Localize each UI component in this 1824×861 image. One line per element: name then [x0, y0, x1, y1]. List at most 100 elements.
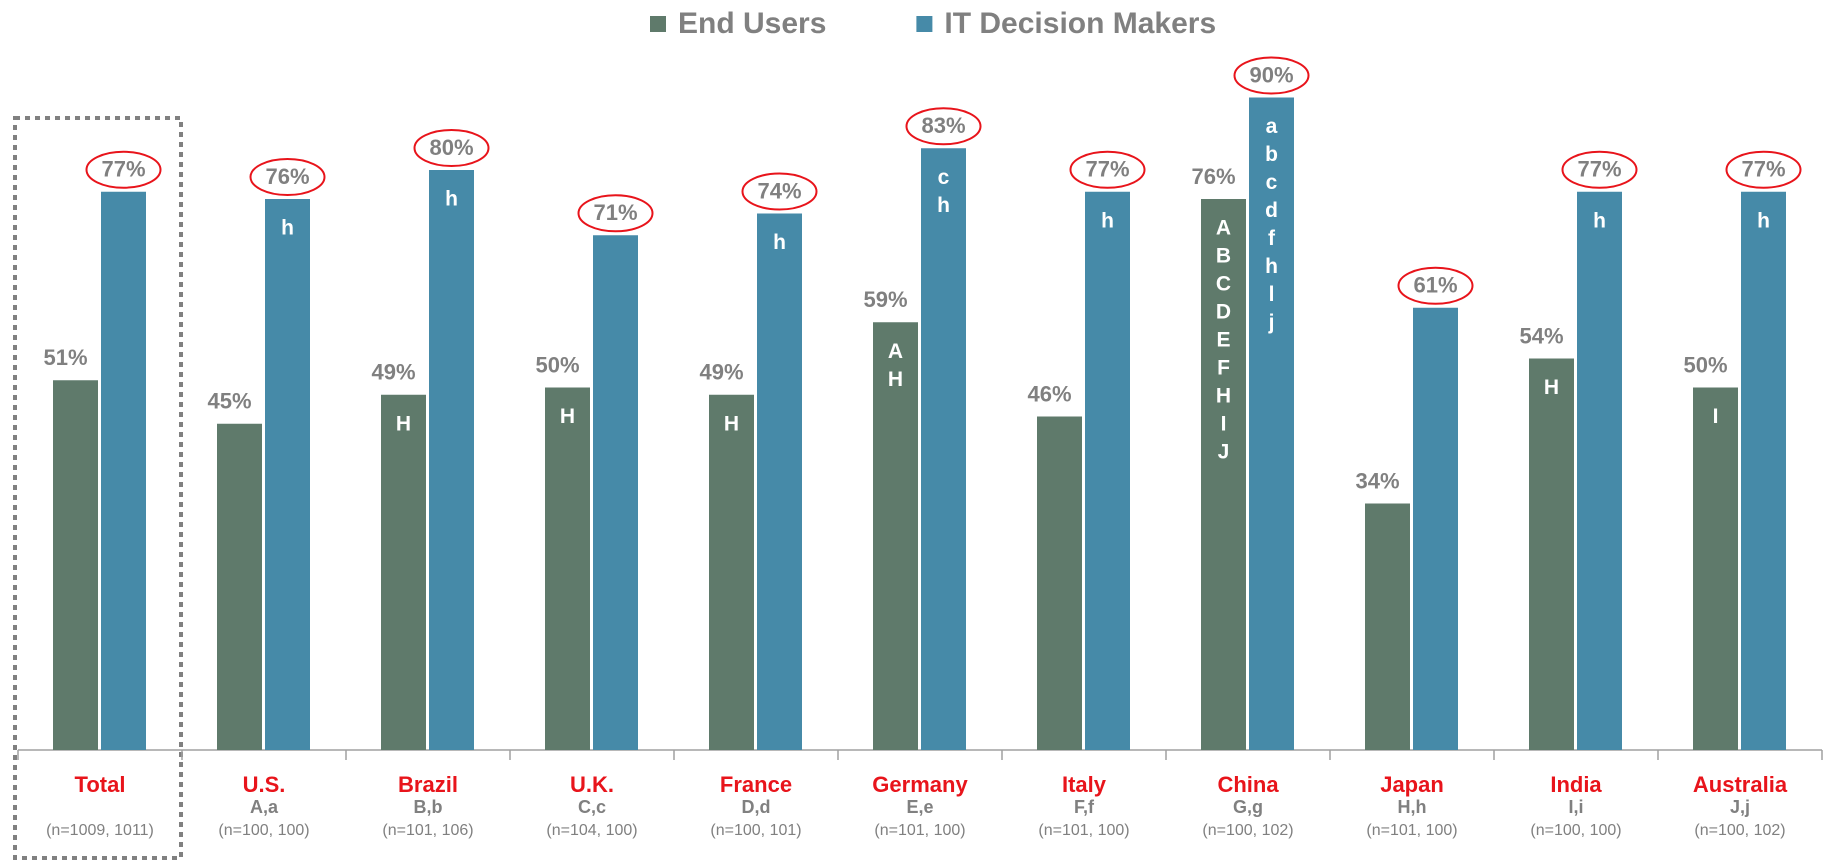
value-label: 50% — [535, 352, 579, 377]
bar — [101, 191, 146, 750]
significance-letter: H — [888, 368, 903, 391]
category-code: C,c — [578, 797, 606, 817]
significance-letter: h — [1757, 209, 1770, 232]
bar — [1529, 358, 1574, 750]
category-label: Germany — [872, 772, 968, 797]
value-label: 77% — [1085, 157, 1129, 182]
value-label: 54% — [1519, 323, 1563, 348]
value-label: 76% — [265, 164, 309, 189]
significance-letter: I — [1221, 413, 1227, 436]
value-label: 76% — [1191, 164, 1235, 189]
bar — [1085, 191, 1130, 750]
legend-label: IT Decision Makers — [944, 7, 1216, 40]
value-label: 59% — [863, 287, 907, 312]
bar — [873, 322, 918, 750]
bar — [1037, 416, 1082, 750]
sample-size: (n=101, 100) — [874, 822, 965, 839]
significance-letter: h — [773, 231, 786, 254]
category-label: U.S. — [243, 772, 286, 797]
significance-letter: D — [1216, 301, 1231, 324]
category-code: H,h — [1398, 797, 1427, 817]
highlight-ellipse — [905, 107, 982, 146]
sample-size: (n=100, 100) — [218, 822, 309, 839]
bar — [265, 199, 310, 750]
significance-letter: J — [1218, 441, 1230, 464]
highlight-ellipse — [1725, 150, 1802, 189]
category-label: U.K. — [570, 772, 614, 797]
category-code: E,e — [906, 797, 933, 817]
category-label: Japan — [1380, 772, 1444, 797]
highlight-ellipse — [1233, 56, 1310, 95]
significance-letter: E — [1216, 329, 1230, 352]
significance-letter: j — [1268, 311, 1275, 334]
sample-size: (n=1009, 1011) — [46, 822, 154, 839]
value-label: 71% — [593, 200, 637, 225]
bar — [1577, 191, 1622, 750]
bar — [1365, 503, 1410, 750]
sample-size: (n=100, 102) — [1694, 822, 1785, 839]
sample-size: (n=101, 106) — [382, 822, 473, 839]
bar — [53, 380, 98, 750]
bar — [921, 148, 966, 750]
bar — [757, 213, 802, 750]
category-label: Australia — [1693, 772, 1788, 797]
significance-letter: h — [1101, 209, 1114, 232]
significance-letter: F — [1217, 357, 1230, 380]
value-label: 51% — [43, 345, 87, 370]
bar — [1693, 387, 1738, 750]
sample-size: (n=101, 100) — [1366, 822, 1457, 839]
significance-letter: A — [888, 340, 903, 363]
category-label: Italy — [1062, 772, 1107, 797]
highlight-ellipse — [413, 129, 490, 167]
category-code: B,b — [414, 797, 443, 817]
significance-letter: C — [1216, 273, 1231, 296]
significance-letter: H — [1216, 385, 1231, 408]
highlight-box — [13, 116, 183, 860]
significance-letter: h — [281, 217, 294, 240]
bar — [1249, 97, 1294, 750]
significance-letter: c — [938, 166, 950, 189]
significance-letter: h — [1265, 255, 1278, 278]
legend-label: End Users — [678, 7, 826, 40]
sample-size: (n=100, 100) — [1530, 822, 1621, 839]
significance-letter: h — [445, 188, 458, 211]
significance-letter: B — [1216, 245, 1231, 268]
value-label: 90% — [1249, 62, 1293, 87]
category-label: France — [720, 772, 792, 797]
category-label: China — [1217, 772, 1279, 797]
value-label: 83% — [921, 113, 965, 138]
significance-letter: H — [1544, 376, 1559, 399]
legend-swatch — [650, 16, 666, 32]
highlight-ellipse — [1561, 150, 1638, 189]
category-code: D,d — [742, 797, 771, 817]
significance-letter: h — [1593, 209, 1606, 232]
highlight-ellipse — [249, 158, 326, 196]
value-label: 49% — [371, 360, 415, 385]
bar — [545, 387, 590, 750]
value-label: 74% — [757, 178, 801, 203]
category-label: India — [1550, 772, 1602, 797]
value-label: 49% — [699, 360, 743, 385]
significance-letter: h — [937, 194, 950, 217]
significance-letter: A — [1216, 217, 1231, 240]
sample-size: (n=100, 101) — [710, 822, 801, 839]
sample-size: (n=104, 100) — [546, 822, 637, 839]
significance-letter: H — [560, 405, 575, 428]
category-code: A,a — [250, 797, 279, 817]
value-label: 50% — [1683, 352, 1727, 377]
bar — [709, 394, 754, 750]
significance-letter: c — [1266, 171, 1278, 194]
value-label: 77% — [1577, 157, 1621, 182]
significance-letter: H — [724, 412, 739, 435]
legend-swatch — [916, 16, 933, 32]
bar — [1741, 191, 1786, 750]
significance-letter: I — [1713, 405, 1719, 428]
category-code: I,i — [1568, 797, 1583, 817]
bar — [381, 394, 426, 750]
highlight-ellipse — [577, 194, 654, 233]
value-label: 34% — [1355, 468, 1399, 493]
highlight-ellipse — [1069, 150, 1146, 189]
value-label: 46% — [1027, 381, 1071, 406]
value-label: 61% — [1413, 273, 1457, 298]
